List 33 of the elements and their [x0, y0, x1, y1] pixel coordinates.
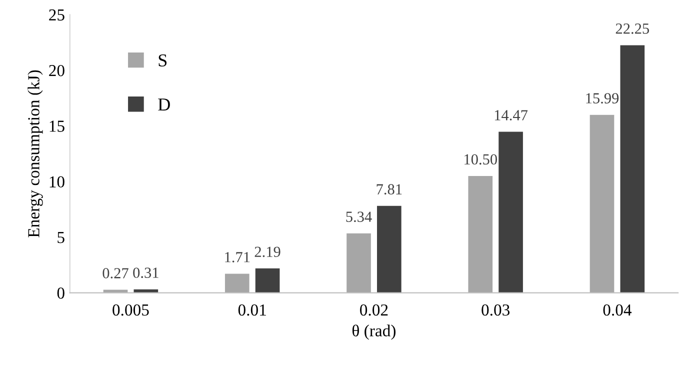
data-label: 0.31	[133, 268, 158, 278]
y-tick-label: 0	[57, 288, 64, 299]
data-label: 1.71	[225, 252, 250, 262]
legend-label: D	[158, 98, 170, 110]
data-label: 0.27	[102, 268, 128, 278]
data-label: 10.50	[464, 154, 497, 165]
x-axis-title: θ (rad)	[352, 324, 396, 340]
bar	[620, 45, 645, 293]
data-label: 15.99	[586, 93, 619, 104]
y-tick-label: 10	[50, 176, 64, 188]
x-tick-label: 0.02	[360, 304, 388, 316]
y-tick-label: 25	[49, 9, 64, 21]
bar	[255, 268, 280, 293]
y-tick-label: 15	[50, 120, 64, 132]
bar	[498, 132, 523, 293]
bar	[224, 274, 250, 293]
x-tick-label: 0.04	[603, 304, 632, 316]
y-tick-label: 5	[58, 232, 64, 244]
y-tick-label: 20	[49, 64, 64, 76]
data-label: 2.19	[254, 246, 280, 258]
bar	[377, 206, 402, 293]
x-tick-label: 0.01	[238, 304, 266, 316]
x-tick-label: 0.03	[482, 304, 510, 316]
bar	[468, 176, 493, 293]
data-label: 5.34	[346, 212, 372, 222]
bar	[346, 233, 371, 293]
x-tick-label: 0.005	[112, 304, 149, 316]
data-label: 14.47	[494, 110, 528, 120]
data-label: 7.81	[376, 184, 402, 195]
y-axis-title: Energy consumption (kJ)	[28, 70, 43, 238]
bar	[590, 114, 614, 293]
legend-label: S	[158, 54, 167, 66]
data-label: 22.25	[616, 24, 650, 34]
